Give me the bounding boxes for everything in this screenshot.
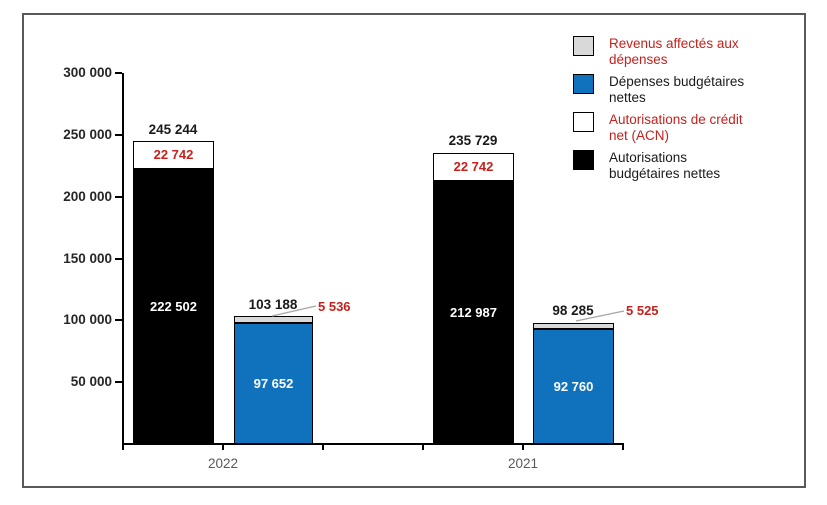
y-axis-line xyxy=(122,73,124,444)
stack-total-label-depenses-2022: 103 188 xyxy=(248,297,298,313)
legend-swatch-gray xyxy=(573,36,594,56)
bar-depenses-2022: 97 652 xyxy=(234,316,313,444)
segment-value-label: 97 652 xyxy=(253,376,294,392)
segment-autorisations-budgetaires-nettes-2022: 222 502 xyxy=(133,168,214,444)
legend-swatch-white xyxy=(573,112,594,132)
x-axis-tick-mark xyxy=(422,443,424,450)
segment-value-label: 22 742 xyxy=(153,147,194,163)
y-axis-tick-mark xyxy=(115,133,122,136)
x-axis-category-label-2021: 2021 xyxy=(507,456,539,471)
y-axis-tick-label: 250 000 xyxy=(63,126,112,142)
legend-swatch-black xyxy=(573,150,594,170)
bar-autorisations-2022: 222 502 22 742 xyxy=(133,140,214,444)
segment-revenus-affectes-2022 xyxy=(234,316,313,324)
segment-value-label: 222 502 xyxy=(150,298,197,314)
segment-autorisations-credit-net-2022: 22 742 xyxy=(133,140,214,169)
x-axis-tick-mark xyxy=(622,443,624,450)
segment-value-label: 92 760 xyxy=(553,379,594,395)
legend-item-autorisations-credit-net: Autorisations de crédit net (ACN) xyxy=(573,112,783,144)
stack-total-label-autorisations-2021: 235 729 xyxy=(448,133,498,149)
y-axis-tick-mark xyxy=(115,319,122,322)
y-axis-tick-mark xyxy=(115,195,122,198)
bar-autorisations-2021: 212 987 22 742 xyxy=(433,152,514,444)
y-axis-tick-label: 300 000 xyxy=(63,65,112,80)
x-axis-tick-mark xyxy=(322,443,324,450)
legend-label: Autorisations budgétaires nettes xyxy=(609,150,721,181)
segment-value-label: 212 987 xyxy=(450,304,497,320)
stack-total-label-depenses-2021: 98 285 xyxy=(552,303,594,319)
bar-depenses-2021: 92 760 xyxy=(533,322,614,444)
legend-item-autorisations-budgetaires: Autorisations budgétaires nettes xyxy=(573,150,783,182)
y-axis-tick-mark xyxy=(115,257,122,260)
legend-item-revenus-affectes: Revenus affectés aux dépenses xyxy=(573,36,783,68)
callout-label-revenus-affectes-2022: 5 536 xyxy=(318,299,351,314)
x-axis-tick-mark xyxy=(122,443,124,450)
legend-label: Autorisations de crédit net (ACN) xyxy=(609,112,743,143)
segment-depenses-budgetaires-nettes-2021: 92 760 xyxy=(533,329,614,444)
segment-autorisations-budgetaires-nettes-2021: 212 987 xyxy=(433,180,514,444)
y-axis-tick-label: 100 000 xyxy=(63,312,112,328)
legend-label: Revenus affectés aux dépenses xyxy=(609,36,739,67)
segment-revenus-affectes-2021 xyxy=(533,322,614,330)
callout-label-revenus-affectes-2021: 5 525 xyxy=(626,303,659,318)
stack-total-label-autorisations-2022: 245 244 xyxy=(148,121,198,137)
segment-depenses-budgetaires-nettes-2022: 97 652 xyxy=(234,323,313,444)
legend: Revenus affectés aux dépenses Dépenses b… xyxy=(573,36,783,188)
legend-label: Dépenses budgétaires nettes xyxy=(609,74,745,105)
x-axis-tick-mark xyxy=(222,443,224,450)
y-axis-tick-label: 50 000 xyxy=(70,374,112,390)
legend-item-depenses-budgetaires: Dépenses budgétaires nettes xyxy=(573,74,783,106)
x-axis-tick-mark xyxy=(522,443,524,450)
y-axis-tick-mark xyxy=(115,381,122,384)
segment-value-label: 22 742 xyxy=(453,159,494,175)
legend-swatch-blue xyxy=(573,74,594,94)
segment-autorisations-credit-net-2021: 22 742 xyxy=(433,152,514,181)
y-axis-tick-label: 150 000 xyxy=(63,250,112,266)
x-axis-category-label-2022: 2022 xyxy=(207,456,239,471)
y-axis-tick-mark xyxy=(115,72,122,74)
y-axis-tick-label: 200 000 xyxy=(63,188,112,204)
x-axis-line xyxy=(122,443,624,445)
